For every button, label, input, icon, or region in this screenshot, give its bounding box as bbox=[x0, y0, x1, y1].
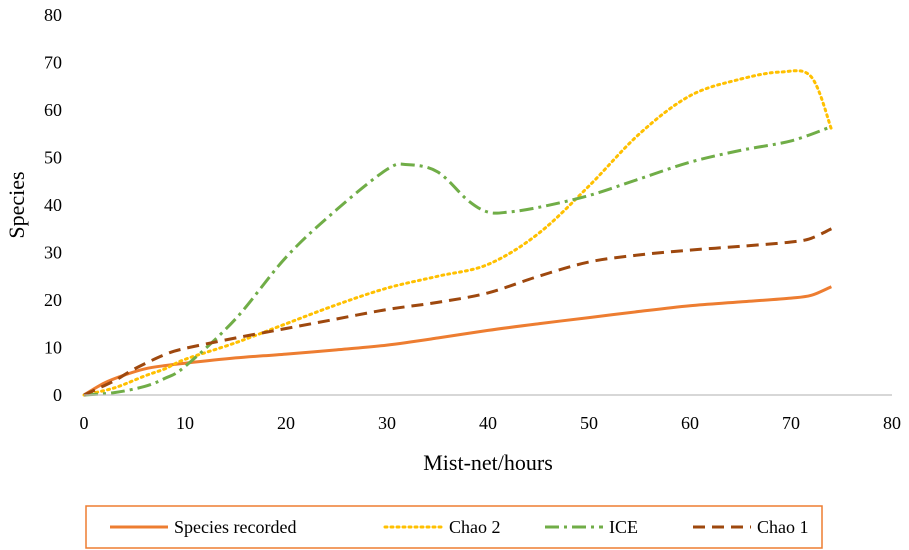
x-tick-label: 40 bbox=[479, 413, 497, 433]
series-line-species-recorded bbox=[83, 285, 832, 397]
series-line-ice bbox=[83, 125, 832, 397]
x-tick-label: 70 bbox=[782, 413, 800, 433]
legend-label: ICE bbox=[609, 517, 638, 537]
series-line-chao-2 bbox=[82, 69, 833, 397]
y-tick-label: 80 bbox=[44, 5, 62, 25]
legend-label: Species recorded bbox=[174, 517, 296, 537]
x-tick-label: 0 bbox=[80, 413, 89, 433]
y-tick-label: 10 bbox=[44, 338, 62, 358]
x-tick-label: 10 bbox=[176, 413, 194, 433]
x-tick-label: 30 bbox=[378, 413, 396, 433]
axes: 0 10 20 30 40 50 60 70 80 0 10 20 30 40 50 60 70 80 bbox=[44, 5, 901, 433]
y-tick-label: 0 bbox=[53, 385, 62, 405]
y-tick-label: 30 bbox=[44, 243, 62, 263]
x-axis-title: Mist-net/hours bbox=[423, 450, 553, 475]
plot-area bbox=[82, 69, 833, 397]
y-tick-label: 50 bbox=[44, 148, 62, 168]
x-tick-label: 80 bbox=[883, 413, 901, 433]
y-tick-label: 70 bbox=[44, 53, 62, 73]
x-tick-label: 20 bbox=[277, 413, 295, 433]
y-tick-label: 60 bbox=[44, 100, 62, 120]
x-tick-label: 50 bbox=[580, 413, 598, 433]
y-tick-label: 20 bbox=[44, 290, 62, 310]
x-tick-label: 60 bbox=[681, 413, 699, 433]
y-axis-title: Species bbox=[4, 171, 29, 238]
y-tick-label: 40 bbox=[44, 195, 62, 215]
legend-label: Chao 1 bbox=[757, 517, 809, 537]
legend: Species recorded Chao 2 ICE Chao 1 bbox=[85, 505, 823, 549]
series-line-chao-1 bbox=[83, 227, 833, 397]
legend-label: Chao 2 bbox=[449, 517, 501, 537]
